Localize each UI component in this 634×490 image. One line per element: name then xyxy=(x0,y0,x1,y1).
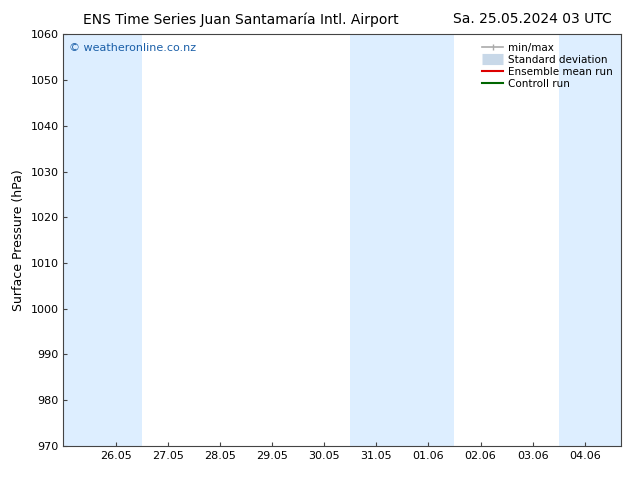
Text: © weatheronline.co.nz: © weatheronline.co.nz xyxy=(69,43,196,52)
Bar xyxy=(63,34,89,446)
Legend: min/max, Standard deviation, Ensemble mean run, Controll run: min/max, Standard deviation, Ensemble me… xyxy=(479,40,616,92)
Bar xyxy=(89,34,141,446)
Bar xyxy=(403,34,455,446)
Y-axis label: Surface Pressure (hPa): Surface Pressure (hPa) xyxy=(12,169,25,311)
Bar xyxy=(350,34,403,446)
Text: Sa. 25.05.2024 03 UTC: Sa. 25.05.2024 03 UTC xyxy=(453,12,612,26)
Text: ENS Time Series Juan Santamaría Intl. Airport: ENS Time Series Juan Santamaría Intl. Ai… xyxy=(83,12,399,27)
Bar xyxy=(559,34,621,446)
